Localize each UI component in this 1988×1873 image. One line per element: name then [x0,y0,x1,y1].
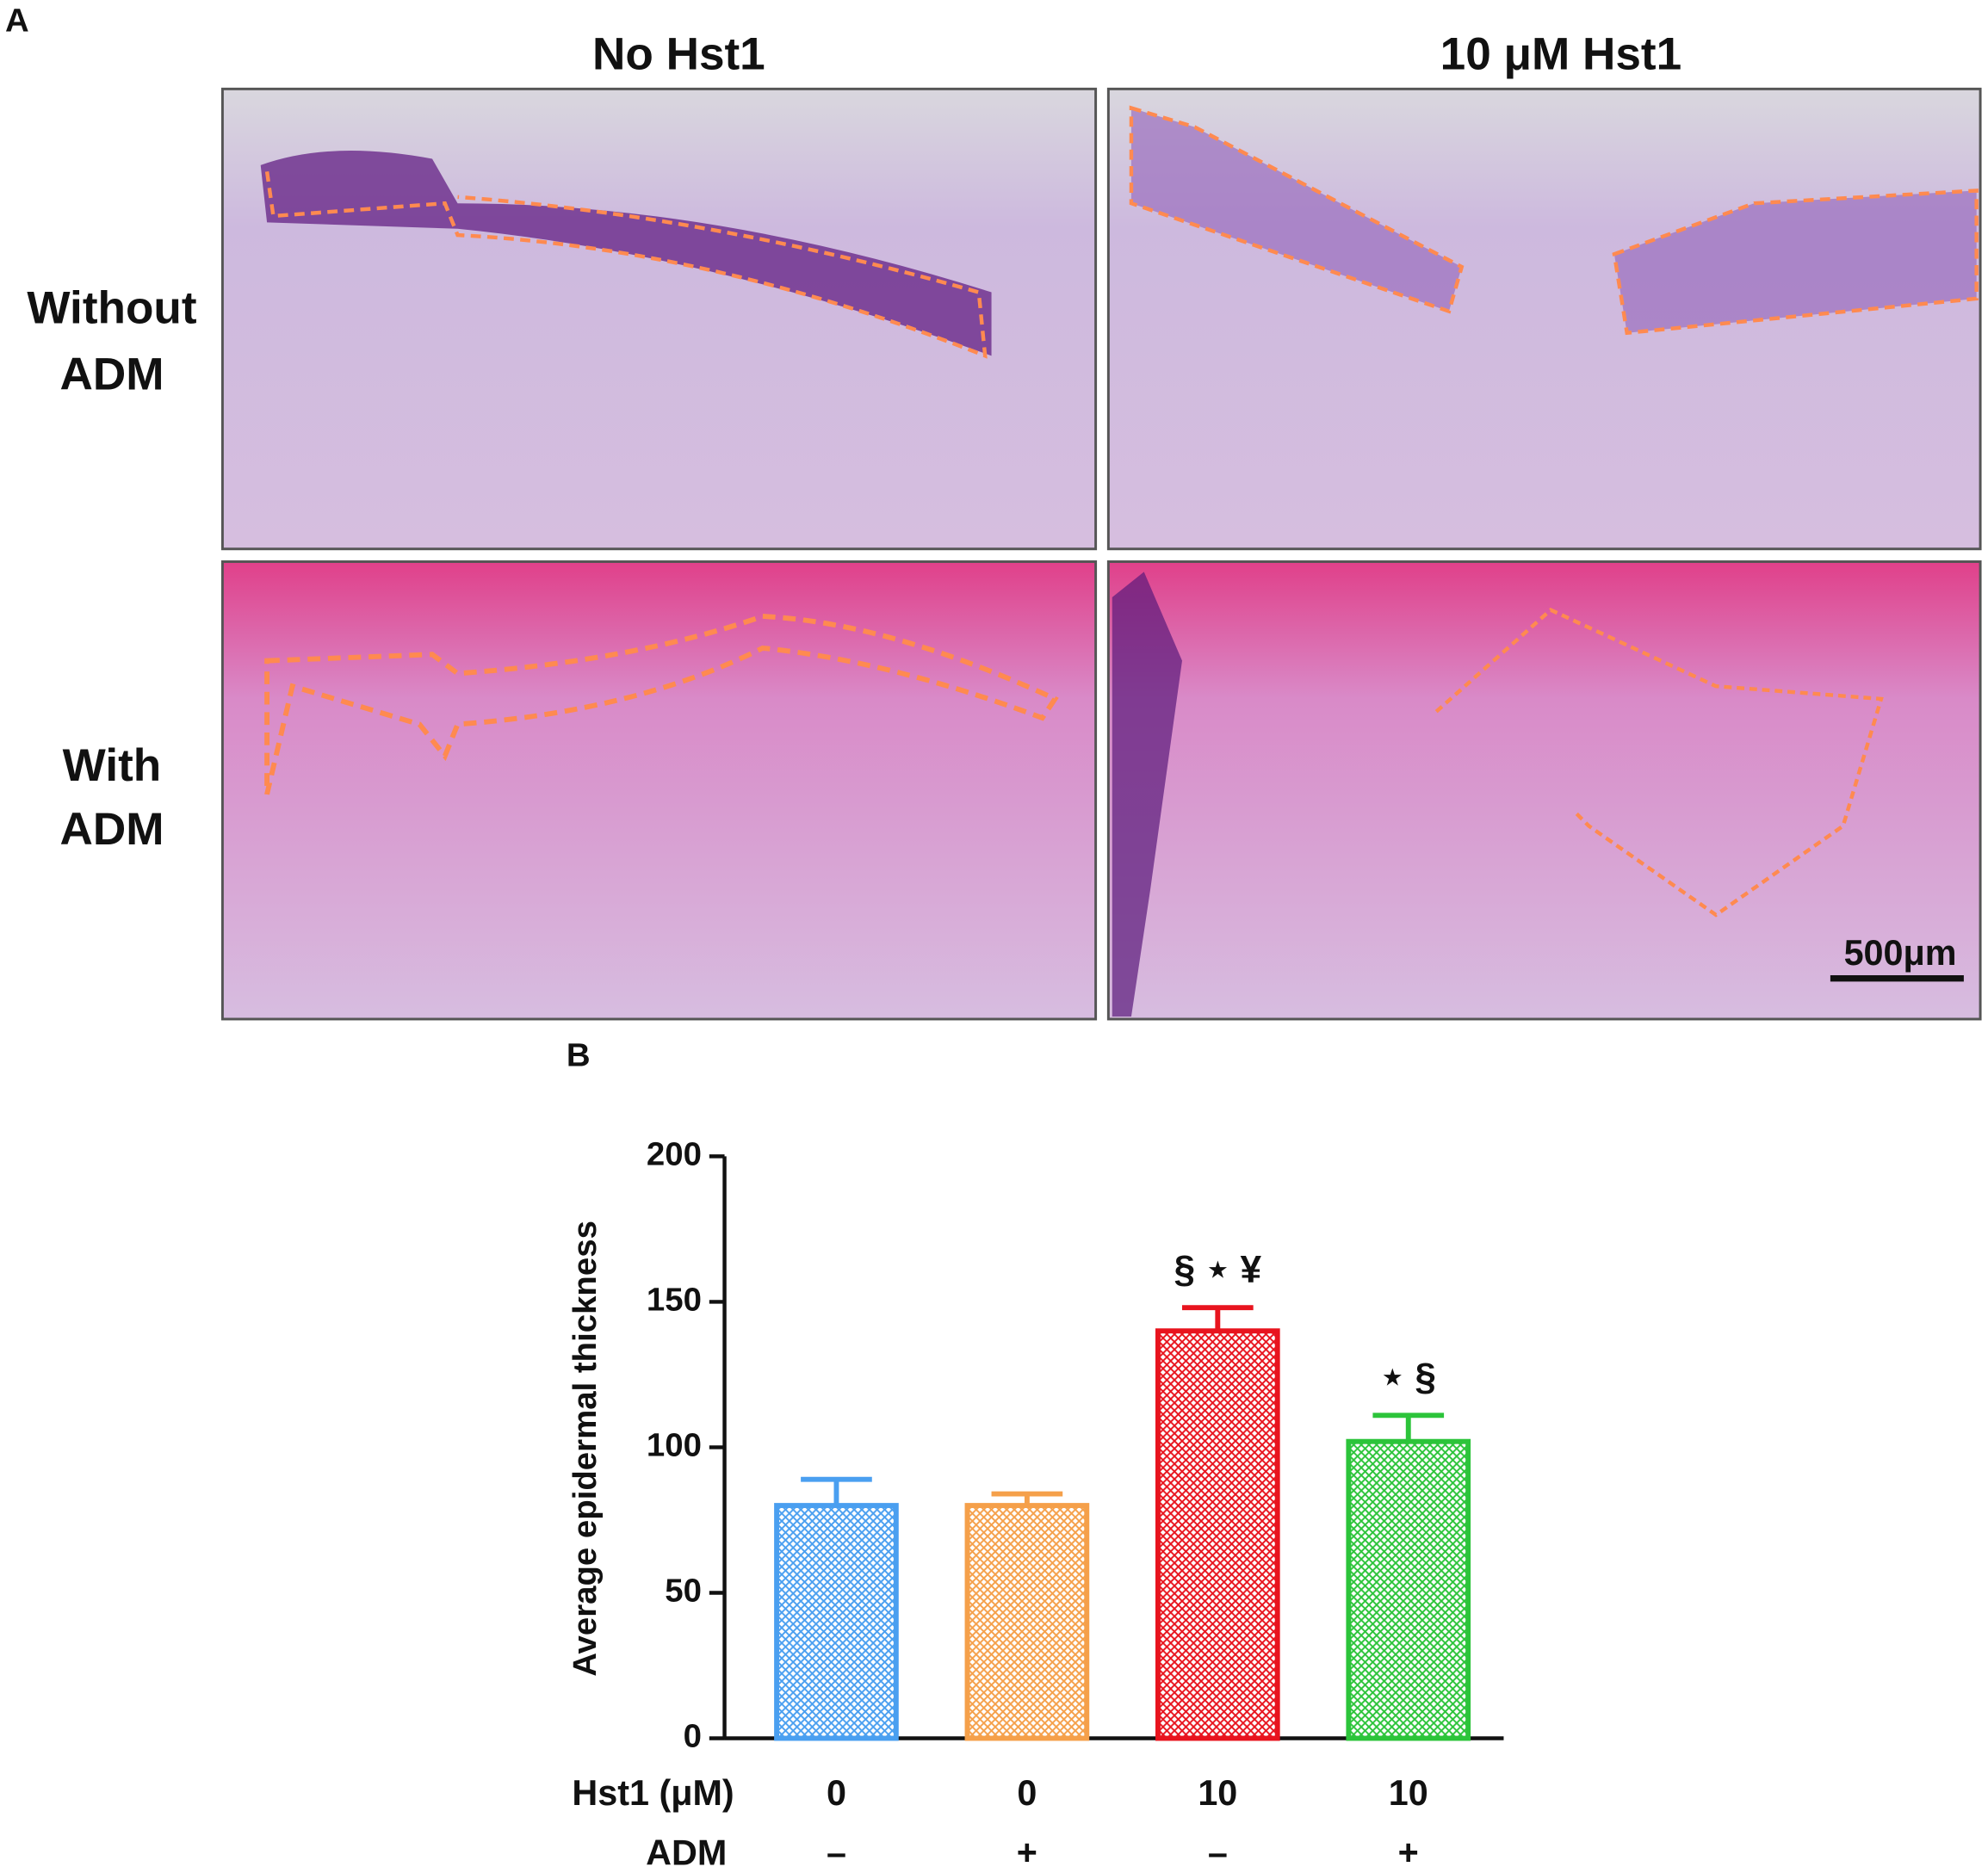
y-tick-label: 0 [684,1718,702,1755]
bar [774,1503,899,1741]
x-tick-label: 10 [1389,1773,1428,1813]
row-title: ADM [59,349,164,399]
x-tick-label: + [1017,1833,1037,1872]
bar [1346,1438,1471,1741]
y-tick-label: 100 [647,1427,702,1464]
panel-label: B [567,1036,591,1073]
column-title: 10 μM Hst1 [1440,28,1682,79]
significance-label: ⋆ § [1380,1357,1436,1399]
column-title: No Hst1 [592,28,765,79]
x-tick-label: – [827,1833,846,1872]
row-title: Without [27,283,196,334]
y-tick-label: 50 [665,1573,702,1610]
y-axis-label: Average epidermal thickness [567,1221,604,1677]
row-title: ADM [59,804,164,855]
x-tick-label: – [1208,1833,1228,1872]
scale-bar-label: 500μm [1844,933,1957,973]
x-row-name: ADM [646,1833,727,1872]
x-row-name: Hst1 (μM) [572,1773,734,1813]
histology-images [220,87,1982,1021]
significance-label: § ⋆ ¥ [1174,1249,1262,1291]
row-title: With [63,740,162,791]
y-tick-label: 150 [647,1282,702,1319]
bar [964,1503,1090,1741]
panel-label: A [5,3,29,40]
x-tick-label: 10 [1198,1773,1237,1813]
y-tick-label: 200 [647,1136,702,1173]
x-tick-label: + [1398,1833,1419,1872]
x-tick-label: 0 [1017,1773,1037,1813]
bar [1155,1328,1280,1741]
x-tick-label: 0 [827,1773,846,1813]
